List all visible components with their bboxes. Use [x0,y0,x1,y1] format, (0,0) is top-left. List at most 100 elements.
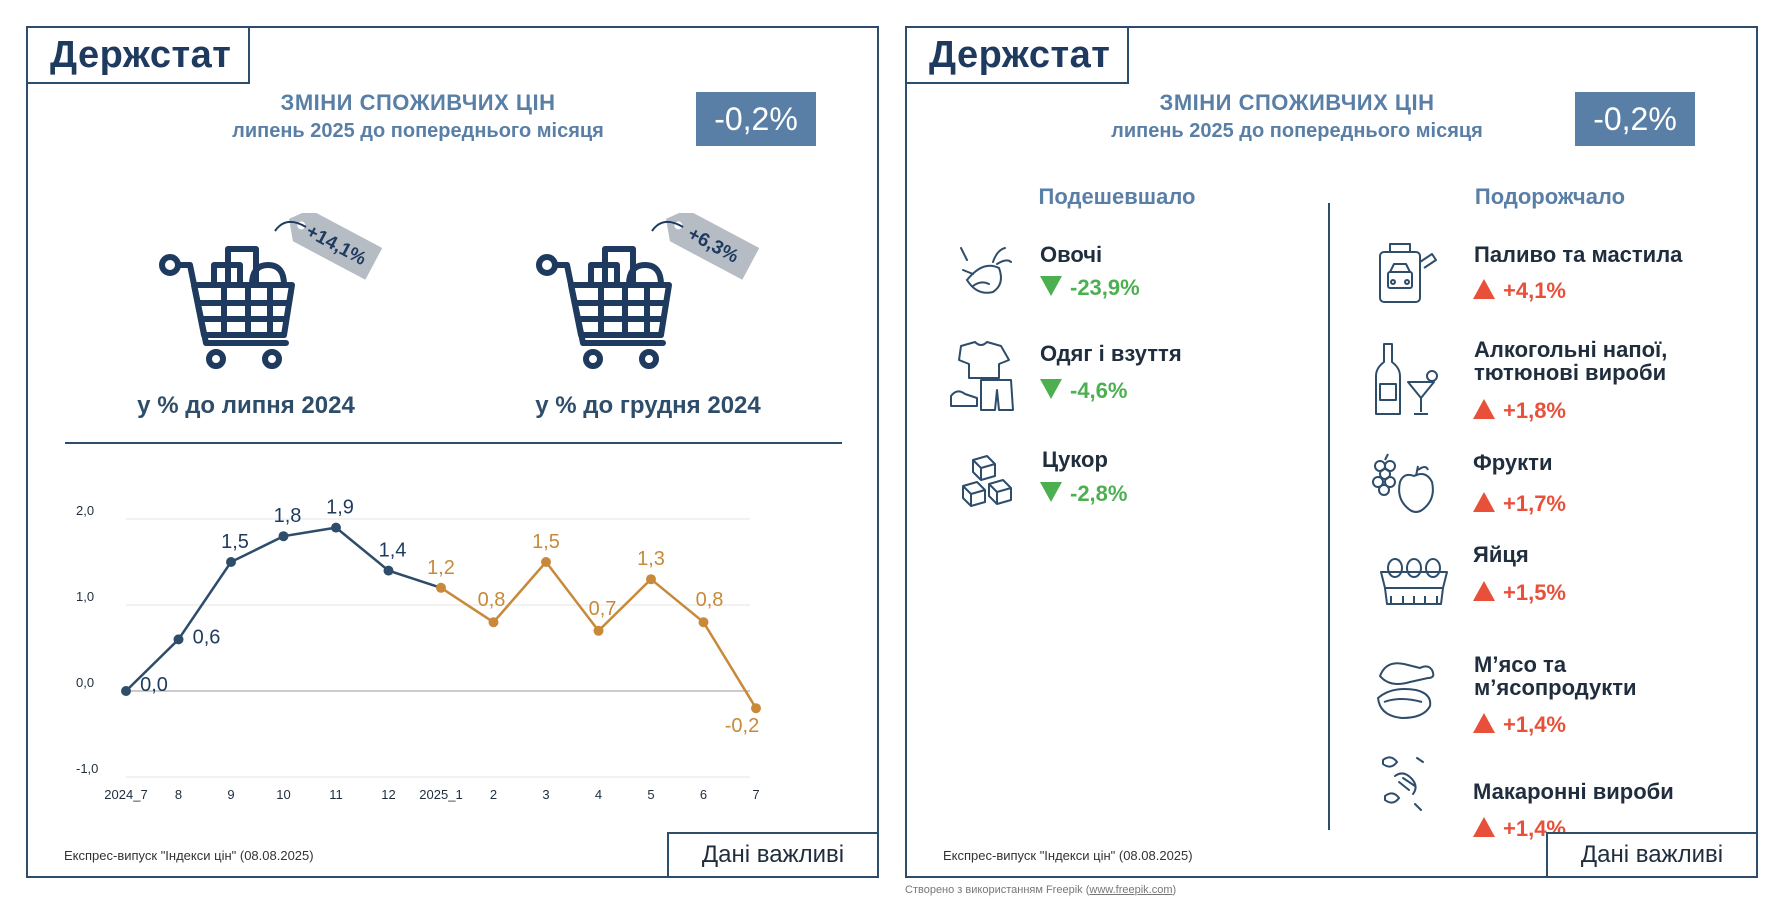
x-tick-label: 6 [700,787,707,802]
pricier-item-name-line2: м’ясопродукти [1474,675,1637,700]
logo: Держстат [26,26,250,84]
x-tick-label: 7 [752,787,759,802]
value-text: -2,8% [1070,481,1128,506]
x-tick-label: 4 [595,787,602,802]
up-arrow-icon [1473,817,1495,837]
data-label: 1,5 [532,531,560,553]
cheaper-item-value: -4,6% [1040,378,1127,404]
data-label: -0,2 [725,715,759,737]
data-important-button[interactable]: Дані важливі [1546,832,1758,878]
pricier-item-value: +1,7% [1473,491,1566,517]
up-arrow-icon [1473,279,1495,299]
y-tick-label: -1,0 [76,761,98,776]
vegetables-icon [960,247,1012,294]
divider [65,442,842,444]
pricier-item-value: +1,5% [1473,580,1566,606]
x-tick-label: 9 [227,787,234,802]
data-point [751,703,761,714]
value-text: -4,6% [1070,378,1128,403]
change-badge: -0,2% [696,92,816,146]
y-tick-label: 2,0 [76,503,94,518]
pricier-item-name: Макаронні вироби [1473,779,1674,804]
shopping-cart-icon: +6,3% [536,213,760,369]
value-text: +4,1% [1503,278,1566,303]
credit-link[interactable]: www.freepik.com [1089,884,1173,896]
source-note: Експрес-випуск "Індекси цін" (08.08.2025… [943,848,1193,863]
data-point [121,686,131,696]
value-text: +1,7% [1503,491,1566,516]
left-panel: Держстат ЗМІНИ СПОЖИВЧИХ ЦІН липень 2025… [26,26,879,878]
x-tick-label: 8 [175,787,182,802]
down-arrow-icon [1040,482,1062,502]
up-arrow-icon [1473,492,1495,512]
data-important-button[interactable]: Дані важливі [667,832,879,878]
cheaper-item-name: Овочі [1040,242,1103,267]
cheaper-title: Подешевшало [1038,184,1196,209]
x-tick-label: 2 [490,787,497,802]
data-label: 1,3 [637,548,665,570]
credit-prefix: Створено з використанням Freepik ( [905,884,1090,896]
data-label: 0,8 [478,589,506,611]
up-arrow-icon [1473,581,1495,601]
down-arrow-icon [1040,379,1062,399]
source-note: Експрес-випуск "Індекси цін" (08.08.2025… [64,848,314,863]
data-label: 1,9 [326,497,354,519]
data-label: 0,7 [589,598,617,620]
pricier-item-name-line2: тютюнові вироби [1474,360,1667,385]
data-point [226,557,236,567]
value-text: +1,5% [1503,580,1566,605]
data-point [436,582,446,593]
cart-label-yoy: у % до липня 2024 [137,392,355,419]
pricier-title: Подорожчало [1474,184,1626,209]
pricier-item-value: +4,1% [1473,278,1566,304]
credit-suffix: ) [1172,884,1177,896]
data-label: 0,6 [193,626,221,648]
y-tick-label: 0,0 [76,675,94,690]
panel-subtitle: липень 2025 до попереднього місяця [1111,120,1483,142]
panel-subtitle: липень 2025 до попереднього місяця [232,120,604,142]
data-point [173,634,184,645]
x-tick-label: 12 [381,787,395,802]
x-tick-label: 2025_1 [419,787,462,802]
panel-title: ЗМІНИ СПОЖИВЧИХ ЦІН [1159,90,1435,115]
data-label: 1,8 [274,505,302,527]
data-point [278,531,289,542]
pricier-item-name: Паливо та мастила [1474,242,1683,267]
fruit-icon [1372,453,1434,513]
pricier-item-value: +1,4% [1473,712,1566,738]
up-arrow-icon [1473,713,1495,733]
pricier-item-name: Яйця [1473,542,1529,567]
value-text: +1,4% [1503,712,1566,737]
fuel-icon [1379,243,1437,303]
pricier-item-value: +1,8% [1473,398,1566,424]
x-tick-label: 3 [542,787,549,802]
column-divider [1328,203,1330,830]
data-point [698,617,709,628]
cheaper-item-value: -2,8% [1040,481,1127,507]
pasta-icon [1382,756,1424,811]
x-tick-label: 2024_7 [104,787,147,802]
data-point [331,522,341,533]
cheaper-item-name: Цукор [1042,447,1108,472]
pricier-item-name: Фрукти [1473,450,1553,475]
change-badge: -0,2% [1575,92,1695,146]
eggs-icon [1380,558,1448,605]
y-tick-label: 1,0 [76,589,94,604]
data-label: 1,2 [427,557,455,579]
x-tick-label: 11 [329,787,343,802]
cheaper-item-name: Одяг і взуття [1040,341,1182,366]
data-label: 0,0 [140,674,168,696]
value-text: -23,9% [1070,275,1140,300]
x-tick-label: 5 [647,787,654,802]
pricier-item-name: М’ясо та [1474,652,1567,677]
data-point [646,574,656,585]
panel-title: ЗМІНИ СПОЖИВЧИХ ЦІН [280,90,556,115]
pricier-item-name: Алкогольні напої, [1474,337,1668,362]
data-label: 1,5 [221,531,249,553]
data-label: 1,4 [379,540,407,562]
clothes-icon [950,341,1014,411]
meat-icon [1377,662,1435,719]
cpi-line-chart: 2,0 1,0 0,0 -1,0 2024_7 8 9 10 11 12 2025_1 2 3 4 5 6 7 0… [76,497,761,802]
credit-note: Створено з використанням Freepik (www.fr… [905,884,1176,896]
data-point [488,617,499,628]
